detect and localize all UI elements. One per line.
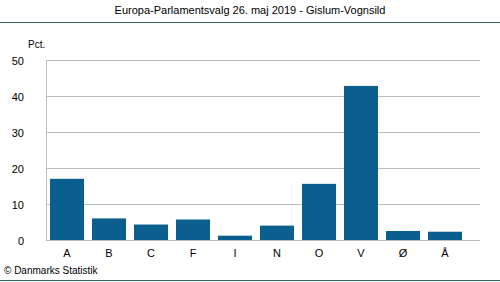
y-tick-label: 30 bbox=[12, 127, 24, 139]
chart-container: Europa-Parlamentsvalg 26. maj 2019 - Gis… bbox=[0, 0, 500, 282]
grid-line bbox=[46, 204, 480, 205]
x-tick-label: F bbox=[190, 247, 197, 259]
y-tick-label: 0 bbox=[18, 235, 24, 247]
header-rule bbox=[0, 22, 500, 23]
chart-svg: Europa-Parlamentsvalg 26. maj 2019 - Gis… bbox=[0, 0, 500, 282]
grid-line bbox=[46, 240, 480, 241]
grid-line bbox=[46, 168, 480, 169]
x-tick-label: O bbox=[315, 247, 324, 259]
x-tick-label: A bbox=[63, 247, 71, 259]
bar bbox=[92, 218, 126, 240]
grid-line bbox=[46, 60, 480, 61]
x-tick-label: V bbox=[357, 247, 365, 259]
x-tick-label: Å bbox=[441, 247, 449, 259]
title: Europa-Parlamentsvalg 26. maj 2019 - Gis… bbox=[115, 4, 386, 16]
bar bbox=[386, 231, 420, 240]
x-tick-label: N bbox=[273, 247, 281, 259]
x-tick-label: B bbox=[105, 247, 112, 259]
x-tick-label: I bbox=[233, 247, 236, 259]
y-tick-label: 40 bbox=[12, 91, 24, 103]
bars bbox=[50, 86, 462, 240]
grid-line bbox=[46, 132, 480, 133]
y-axis-line bbox=[46, 60, 47, 240]
x-tick-label: C bbox=[147, 247, 155, 259]
bar bbox=[260, 226, 294, 240]
bar bbox=[176, 219, 210, 240]
bar bbox=[50, 179, 84, 240]
bar bbox=[344, 86, 378, 240]
grid-line bbox=[46, 96, 480, 97]
y-axis-label: Pct. bbox=[28, 39, 45, 50]
bar bbox=[134, 225, 168, 240]
y-tick-label: 50 bbox=[12, 55, 24, 67]
y-tick-label: 10 bbox=[12, 199, 24, 211]
bar bbox=[428, 232, 462, 240]
bar bbox=[302, 184, 336, 240]
source-note: © Danmarks Statistik bbox=[4, 265, 99, 276]
footer-rule bbox=[0, 280, 500, 281]
x-tick-label: Ø bbox=[399, 247, 408, 259]
y-tick-label: 20 bbox=[12, 163, 24, 175]
bar bbox=[218, 236, 252, 240]
